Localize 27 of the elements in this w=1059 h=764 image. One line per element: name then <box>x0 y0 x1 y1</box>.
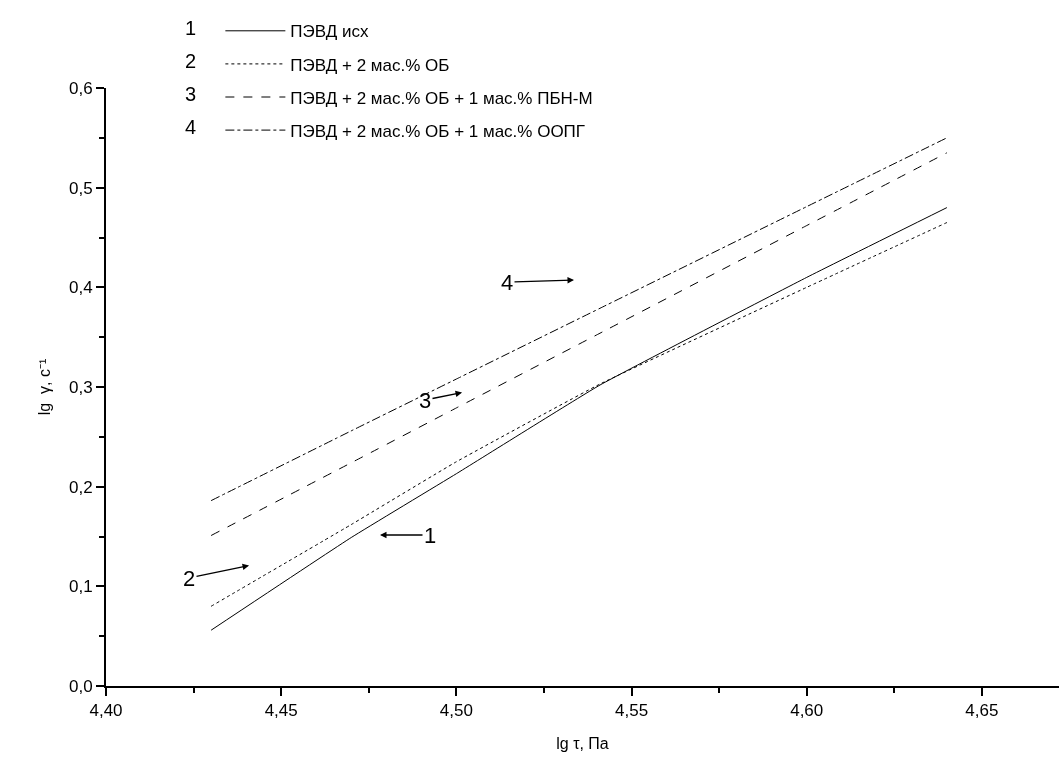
annotation: 4 <box>185 116 197 138</box>
legend-label: ПЭВД + 2 мас.% ОБ <box>290 55 450 75</box>
y-axis-title: lg γ, с⁻¹ <box>36 358 54 416</box>
x-tick-label: 4,60 <box>790 701 824 721</box>
text: 1 <box>185 17 197 39</box>
y-tick-label: 0,1 <box>68 577 93 597</box>
x-tick-label: 4,40 <box>89 701 123 721</box>
y-tick-label: 0,5 <box>68 178 93 198</box>
legend-label: ПЭВД + 2 мас.% ОБ + 1 мас.% ООПГ <box>290 121 586 141</box>
annotation: 3 <box>419 388 432 413</box>
y-tick-label: 0,6 <box>68 78 93 98</box>
legend-label: ПЭВД + 2 мас.% ОБ + 1 мас.% ПБН-М <box>290 88 593 108</box>
annotation: 3 <box>185 83 197 105</box>
annotation: 1 <box>424 523 437 548</box>
x-tick-label: 4,65 <box>965 701 999 721</box>
annotation: 4 <box>501 270 514 295</box>
legend-label: ПЭВД исх <box>290 22 369 42</box>
y-tick-label: 0,2 <box>68 477 93 497</box>
y-tick-label: 0,3 <box>68 377 93 397</box>
x-tick-label: 4,50 <box>439 701 473 721</box>
x-tick-label: 4,55 <box>615 701 649 721</box>
text: 2 <box>185 50 197 72</box>
annotation: 2 <box>183 566 196 591</box>
x-tick-label: 4,45 <box>264 701 298 721</box>
y-tick-label: 0,0 <box>68 676 93 696</box>
y-tick-label: 0,4 <box>68 278 93 298</box>
x-axis-title: lg τ, Па <box>556 734 609 752</box>
